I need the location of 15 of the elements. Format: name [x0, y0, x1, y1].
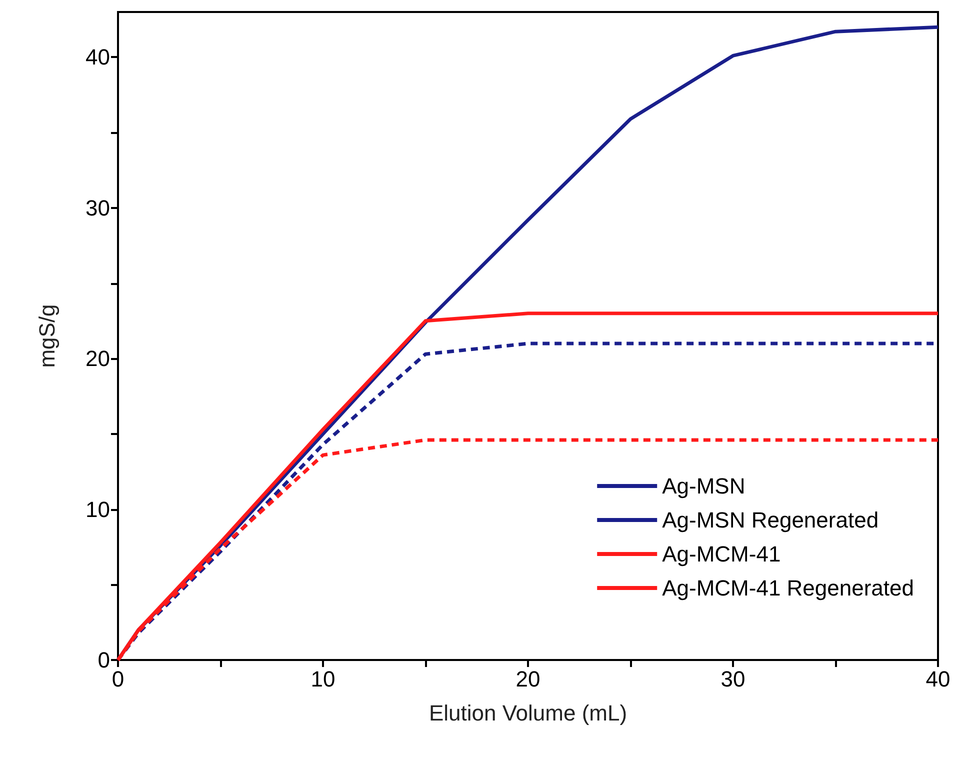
y-tick-label: 30	[86, 195, 110, 220]
y-tick-label: 20	[86, 346, 110, 372]
x-tick-label: 30	[720, 666, 746, 692]
y-axis-title: mgS/g	[34, 304, 60, 368]
legend-label: Ag-MCM-41 Regenerated	[662, 576, 914, 600]
x-axis-title: Elution Volume (mL)	[428, 700, 628, 726]
legend-label: Ag-MSN	[662, 474, 746, 498]
x-tick-label: 40	[926, 666, 950, 692]
y-tick-label: 40	[86, 44, 110, 70]
x-tick-label: 20	[516, 666, 540, 692]
legend-label: Ag-MSN Regenerated	[662, 508, 879, 532]
x-tick-label: 10	[310, 666, 336, 692]
legend-label: Ag-MCM-41	[662, 542, 781, 566]
y-tick-label: 10	[86, 496, 110, 522]
y-tick-label: 0	[98, 648, 110, 672]
